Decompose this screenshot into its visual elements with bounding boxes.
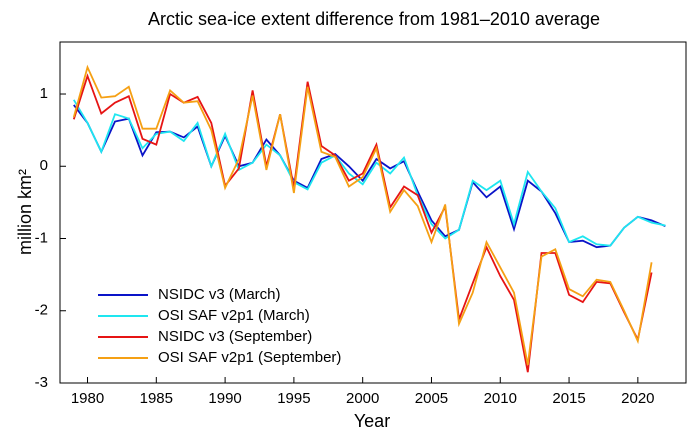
- y-tick-label: 0: [40, 157, 48, 174]
- legend-label: NSIDC v3 (September): [158, 328, 312, 345]
- y-tick-label: -2: [35, 302, 48, 319]
- x-tick-label: 1990: [208, 390, 241, 407]
- legend-label: NSIDC v3 (March): [158, 286, 281, 303]
- x-tick-label: 1980: [71, 390, 104, 407]
- x-tick-label: 2000: [346, 390, 379, 407]
- x-tick-label: 2015: [552, 390, 585, 407]
- series-line: [73, 104, 666, 249]
- series-line: [72, 64, 653, 366]
- x-tick-label: 2020: [621, 390, 654, 407]
- x-tick-label: 2010: [484, 390, 517, 407]
- x-axis-label: Year: [354, 411, 390, 431]
- x-tick-label: 2005: [415, 390, 448, 407]
- y-axis-label: million km²: [15, 169, 35, 255]
- series-line: [72, 73, 653, 373]
- legend-label: OSI SAF v2p1 (March): [158, 307, 310, 324]
- plot-frame: [59, 41, 687, 384]
- chart-title: Arctic sea-ice extent difference from 19…: [148, 9, 600, 29]
- x-tick-label: 1985: [140, 390, 173, 407]
- legend-label: OSI SAF v2p1 (September): [158, 349, 341, 366]
- series-line: [73, 99, 666, 247]
- x-tick-label: 1995: [277, 390, 310, 407]
- y-tick-label: -1: [35, 229, 48, 246]
- y-tick-label: 1: [40, 85, 48, 102]
- y-tick-label: -3: [35, 374, 48, 391]
